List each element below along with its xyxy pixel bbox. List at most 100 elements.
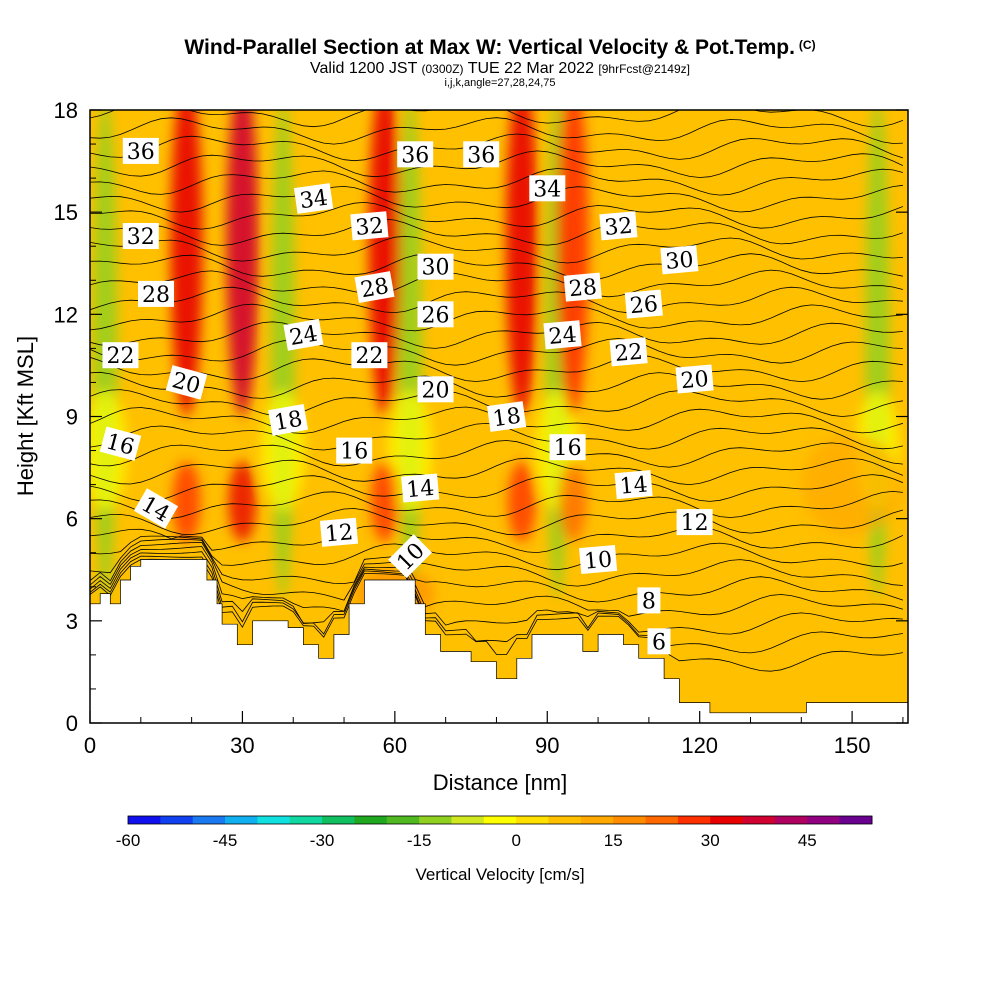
- y-axis-label: Height [Kft MSL]: [13, 336, 38, 496]
- isentrope-6: [90, 551, 903, 635]
- isentrope-label-32: 12: [676, 509, 713, 536]
- isentrope-label-bg: [283, 318, 324, 351]
- isentrope-37: [851, 110, 854, 111]
- isentrope-label-24: 18: [486, 401, 527, 432]
- colorbar-tick-label: 45: [798, 831, 817, 850]
- colorbar-segment-7: [354, 816, 388, 824]
- updraft-core-3: [507, 461, 536, 542]
- isentrope-15: [90, 457, 904, 486]
- colorbar-tick-label: 15: [604, 831, 623, 850]
- isentrope-label-bg: [388, 534, 433, 579]
- isentrope-4: [90, 558, 903, 672]
- updraft-core-2: [370, 461, 399, 542]
- isentrope-label-text: 6: [652, 630, 666, 655]
- isentrope-label-bg: [609, 337, 648, 367]
- isentrope-label-27: 16: [549, 434, 586, 461]
- isentrope-25: [90, 286, 903, 314]
- isentrope-label-30: 14: [614, 470, 653, 500]
- isentrope-label-1: 36: [397, 141, 434, 168]
- isentrope-label-bg: [676, 509, 713, 536]
- isentrope-label-11: 28: [354, 271, 395, 304]
- colorbar-segment-18: [710, 816, 744, 824]
- isentrope-label-bg: [647, 628, 671, 655]
- isentrope-label-14: 26: [624, 289, 663, 319]
- y-tick-label: 6: [66, 507, 78, 532]
- colorbar-segment-8: [386, 816, 420, 824]
- isentrope-label-text: 10: [583, 547, 613, 574]
- y-tick-label: 3: [66, 609, 78, 634]
- isentrope-label-bg: [99, 426, 142, 461]
- isentrope-label-35: 8: [637, 587, 661, 614]
- isentrope-label-bg: [486, 401, 527, 432]
- updraft-broad-east: [802, 434, 903, 535]
- isentrope-label-text: 12: [681, 511, 709, 536]
- isentrope-label-6: 32: [350, 211, 389, 241]
- updraft-core-0: [228, 461, 257, 542]
- isentrope-9: [90, 538, 903, 587]
- isentrope-label-15: 24: [283, 318, 324, 351]
- colorbar-segment-1: [160, 816, 194, 824]
- isentrope-label-text: 16: [554, 436, 582, 461]
- isentrope-label-text: 20: [422, 378, 450, 403]
- isentrope-24: [90, 303, 903, 332]
- isentrope-label-text: 30: [664, 248, 694, 275]
- isentrope-label-0: 36: [122, 137, 159, 165]
- colorbar-segment-16: [645, 816, 679, 824]
- isentrope-5: [90, 555, 903, 654]
- isentrope-label-bg: [133, 488, 179, 529]
- isentrope-label-bg: [614, 470, 653, 500]
- isentrope-label-text: 24: [288, 322, 320, 351]
- isentrope-label-21: 20: [417, 376, 454, 403]
- isentrope-35: [90, 117, 903, 145]
- isentrope-36: [90, 110, 904, 128]
- y-tick-label: 0: [66, 711, 78, 736]
- y-tick-label: 9: [66, 405, 78, 430]
- isentrope-label-10: 28: [138, 280, 174, 308]
- chart-title-text: Wind-Parallel Section at Max W: Vertical…: [184, 36, 795, 59]
- isentrope-label-bg: [165, 365, 208, 400]
- isentrope-29: [90, 218, 904, 246]
- isentrope-label-text: 18: [272, 407, 304, 436]
- colorbar-tick-label: -30: [310, 831, 335, 850]
- isentrope-14: [90, 474, 904, 502]
- isentrope-label-bg: [350, 211, 389, 241]
- colorbar-segment-22: [839, 816, 873, 824]
- updraft-core-1: [172, 461, 201, 542]
- isentrope-label-bg: [543, 320, 582, 350]
- isentrope-label-bg: [675, 364, 714, 394]
- colorbar: -60 -45 -30 -15 0 15 30 45: [116, 815, 873, 850]
- x-tick-label: 30: [230, 733, 254, 758]
- isentrope-label-text: 32: [354, 214, 384, 241]
- isentrope-label-text: 24: [548, 323, 578, 350]
- isentrope-label-26: 16: [336, 437, 373, 465]
- isentrope-labels: 36 36 36 34 34 32 32 32 30 30 28 28 28 26 26 24 24 22 22 22…: [99, 137, 714, 655]
- isentrope-label-text: 26: [422, 303, 450, 328]
- isentrope-16: [90, 440, 903, 468]
- isentrope-label-bg: [599, 211, 638, 241]
- isentrope-label-bg: [401, 473, 440, 503]
- forecast-info: [9hrFcst@2149z]: [598, 62, 690, 76]
- isentrope-label-text: 34: [298, 186, 329, 215]
- isentrope-label-7: 32: [599, 211, 638, 241]
- isentrope-label-text: 20: [680, 367, 710, 394]
- isentrope-label-text: 22: [614, 340, 644, 367]
- isentrope-label-23: 18: [268, 403, 309, 436]
- isentrope-label-bg: [268, 403, 309, 436]
- colorbar-segment-12: [516, 816, 550, 824]
- isentrope-21: [90, 354, 903, 383]
- colorbar-segment-13: [548, 816, 582, 824]
- isentrope-28: [90, 235, 903, 264]
- isentrope-label-text: 32: [603, 214, 633, 241]
- isentrope-label-bg: [354, 271, 395, 304]
- updraft-column-0: [226, 110, 259, 417]
- y-tick-label: 12: [54, 302, 78, 327]
- isentrope-label-13: 26: [417, 301, 454, 328]
- isentrope-label-22: 20: [675, 364, 714, 394]
- isentrope-label-bg: [417, 376, 454, 403]
- isentrope-label-text: 22: [107, 344, 135, 369]
- colorbar-segment-10: [451, 816, 485, 824]
- colorbar-segment-19: [742, 816, 776, 824]
- x-axis-label: Distance [nm]: [433, 770, 568, 795]
- isentrope-label-36: 6: [647, 628, 671, 655]
